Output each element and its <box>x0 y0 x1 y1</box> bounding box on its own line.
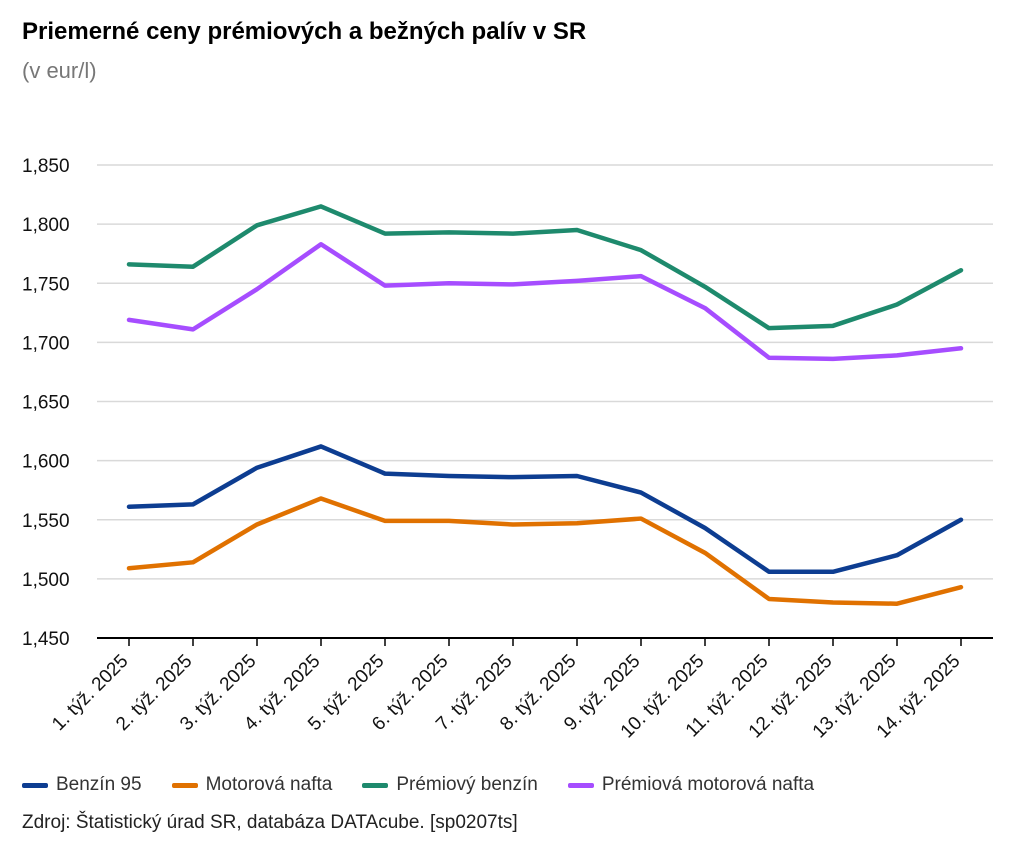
series-line-premiova-motorova-nafta <box>126 241 964 362</box>
legend-label: Prémiový benzín <box>396 774 538 795</box>
y-tick-label: 1,800 <box>22 215 70 236</box>
legend-label: Motorová nafta <box>205 774 333 795</box>
y-tick-label: 1,650 <box>22 393 70 414</box>
y-tick-label: 1,700 <box>22 333 70 354</box>
legend-swatch <box>567 782 594 788</box>
y-tick-label: 1,600 <box>22 452 70 473</box>
y-tick-label: 1,500 <box>22 570 70 591</box>
chart-legend: Benzín 95 Motorová nafta Prémiový benzín… <box>22 774 814 796</box>
y-tick-label: 1,750 <box>22 274 70 295</box>
y-tick-label: 1,450 <box>22 629 70 650</box>
legend-swatch <box>362 782 389 788</box>
legend-item-premiovy-benzin: Prémiový benzín <box>362 774 538 796</box>
legend-item-motorova-nafta: Motorová nafta <box>171 774 333 796</box>
chart-title: Priemerné ceny prémiových a bežných palí… <box>22 18 587 45</box>
chart-subtitle: (v eur/l) <box>22 58 97 83</box>
legend-label: Benzín 95 <box>56 774 142 795</box>
legend-swatch <box>22 782 48 788</box>
series-line-motorova-nafta <box>126 496 964 606</box>
legend-item-premiova-motorova-nafta: Prémiová motorová nafta <box>567 774 815 796</box>
legend-item-benzin-95: Benzín 95 <box>22 774 142 796</box>
y-tick-label: 1,550 <box>22 511 70 532</box>
legend-swatch <box>171 782 198 788</box>
source-note: Zdroj: Štatistický úrad SR, databáza DAT… <box>22 812 518 833</box>
line-chart: 1,850 1,800 1,750 1,700 1,650 1,600 1,550 1,500… <box>22 156 993 742</box>
y-tick-label: 1,850 <box>22 156 70 177</box>
series-line-benzin-95 <box>126 444 964 575</box>
series-line-premiovy-benzin <box>126 204 964 331</box>
legend-label: Prémiová motorová nafta <box>601 774 815 795</box>
